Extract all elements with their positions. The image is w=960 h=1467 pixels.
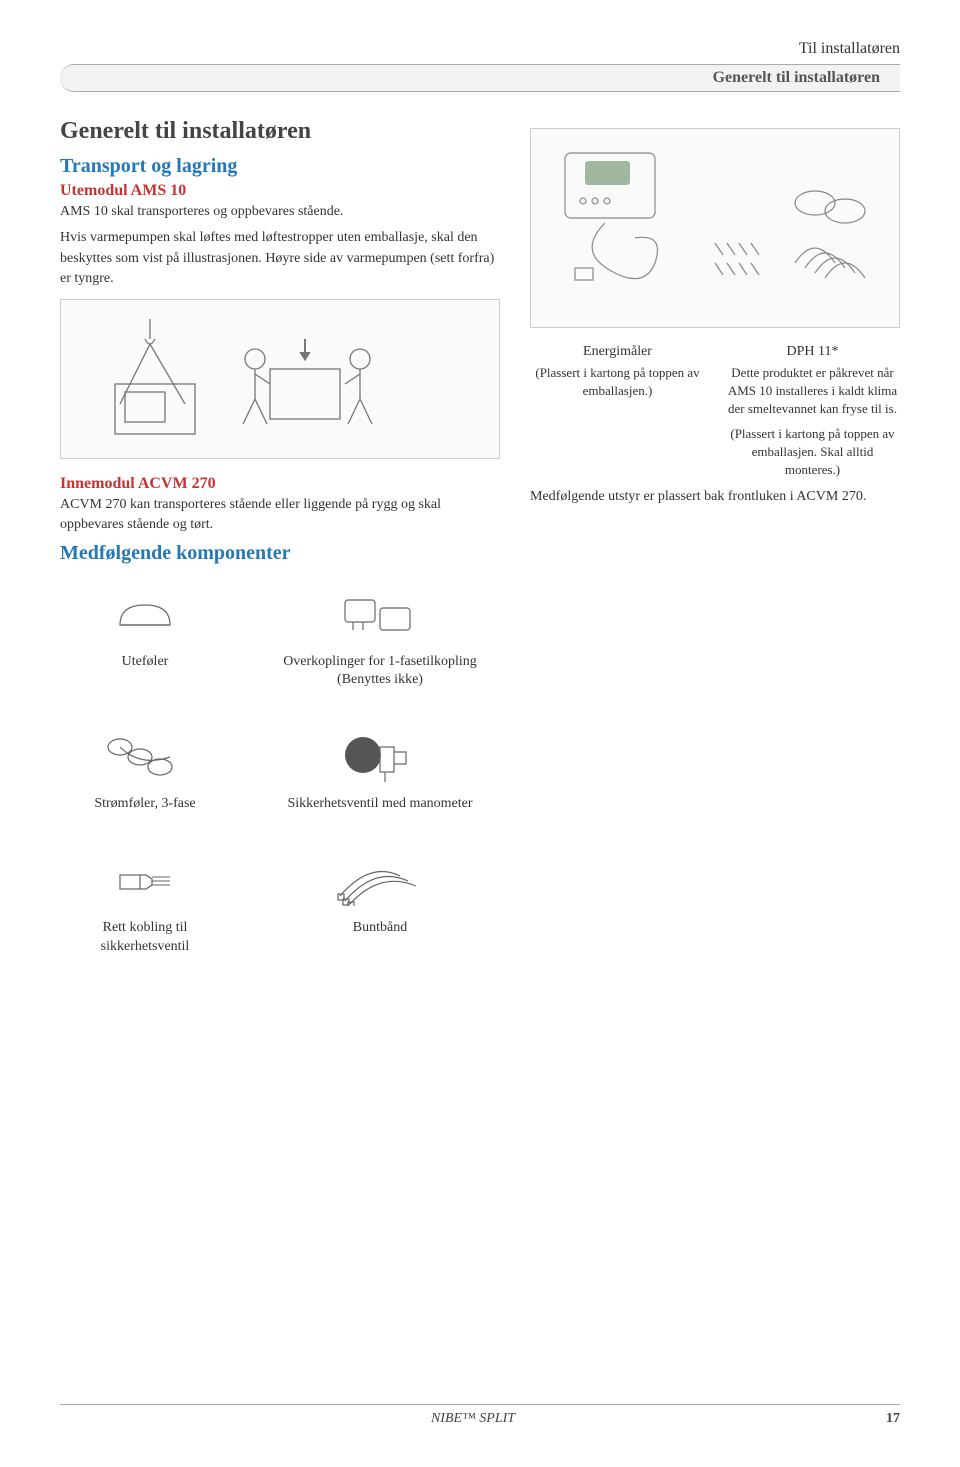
energy-dph-row: Energimåler (Plassert i kartong på toppe… <box>530 344 900 479</box>
comp-utefoler: Uteføler <box>60 583 230 689</box>
components-grid: Uteføler Overkoplinger for 1-fasetilkopl… <box>60 583 500 956</box>
buntband-icon <box>260 849 500 913</box>
section-tab-label: Generelt til installatøren <box>713 69 880 87</box>
paragraph-transport-2: Hvis varmepumpen skal løftes med løftest… <box>60 228 500 289</box>
page-title: Generelt til installatøren <box>60 118 500 145</box>
utefoler-icon <box>60 583 230 647</box>
comp-overkoplinger: Overkoplinger for 1-fasetilkopling (Beny… <box>260 583 500 689</box>
header-top-right: Til installatøren <box>60 40 900 58</box>
subhead-transport: Transport og lagring <box>60 155 500 178</box>
lifting-diagram <box>60 299 500 459</box>
rettkobling-icon <box>60 849 230 913</box>
comp-utefoler-label: Uteføler <box>60 653 230 671</box>
product-diagram <box>530 128 900 328</box>
footer-center: NIBE™ SPLIT <box>60 1411 886 1427</box>
sikkerhetsventil-icon <box>260 725 500 789</box>
comp-overkoplinger-label: Overkoplinger for 1-fasetilkopling <box>260 653 500 671</box>
comp-overkoplinger-sub: (Benyttes ikke) <box>260 671 500 689</box>
paragraph-innemodul: ACVM 270 kan transporteres stående eller… <box>60 495 500 536</box>
right-note: Medfølgende utstyr er plassert bak front… <box>530 487 900 507</box>
comp-buntband: Buntbånd <box>260 849 500 955</box>
subhead-components: Medfølgende komponenter <box>60 542 500 565</box>
overkoplinger-icon <box>260 583 500 647</box>
dph-title: DPH 11* <box>725 344 900 360</box>
page-footer: NIBE™ SPLIT 17 <box>60 1404 900 1427</box>
dph-block: DPH 11* Dette produktet er påkrevet når … <box>725 344 900 479</box>
comp-sikkerhetsventil: Sikkerhetsventil med manometer <box>260 725 500 813</box>
comp-buntband-label: Buntbånd <box>260 919 500 937</box>
subhead-innemodul: Innemodul ACVM 270 <box>60 475 500 493</box>
subhead-utemodul: Utemodul AMS 10 <box>60 182 500 200</box>
paragraph-transport-1: AMS 10 skal transporteres og oppbevares … <box>60 202 500 222</box>
comp-rettkobling-label: Rett kobling til sikkerhetsventil <box>60 919 230 955</box>
stromfoler-icon <box>60 725 230 789</box>
energimaler-title: Energimåler <box>530 344 705 360</box>
energimaler-block: Energimåler (Plassert i kartong på toppe… <box>530 344 705 479</box>
comp-rettkobling: Rett kobling til sikkerhetsventil <box>60 849 230 955</box>
comp-sikkerhetsventil-label: Sikkerhetsventil med manometer <box>260 795 500 813</box>
dph-sub1: Dette produktet er påkrevet når AMS 10 i… <box>725 364 900 419</box>
energimaler-sub: (Plassert i kartong på toppen av emballa… <box>530 364 705 400</box>
left-column: Generelt til installatøren Transport og … <box>60 118 500 956</box>
right-column: Energimåler (Plassert i kartong på toppe… <box>530 118 900 956</box>
dph-sub2: (Plassert i kartong på toppen av emballa… <box>725 425 900 480</box>
comp-stromfoler: Strømføler, 3-fase <box>60 725 230 813</box>
footer-page-number: 17 <box>886 1411 900 1427</box>
section-tab: Generelt til installatøren <box>60 64 900 92</box>
comp-stromfoler-label: Strømføler, 3-fase <box>60 795 230 813</box>
